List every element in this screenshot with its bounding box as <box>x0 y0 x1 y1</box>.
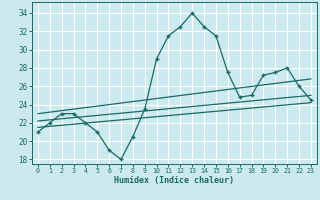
X-axis label: Humidex (Indice chaleur): Humidex (Indice chaleur) <box>115 176 234 185</box>
